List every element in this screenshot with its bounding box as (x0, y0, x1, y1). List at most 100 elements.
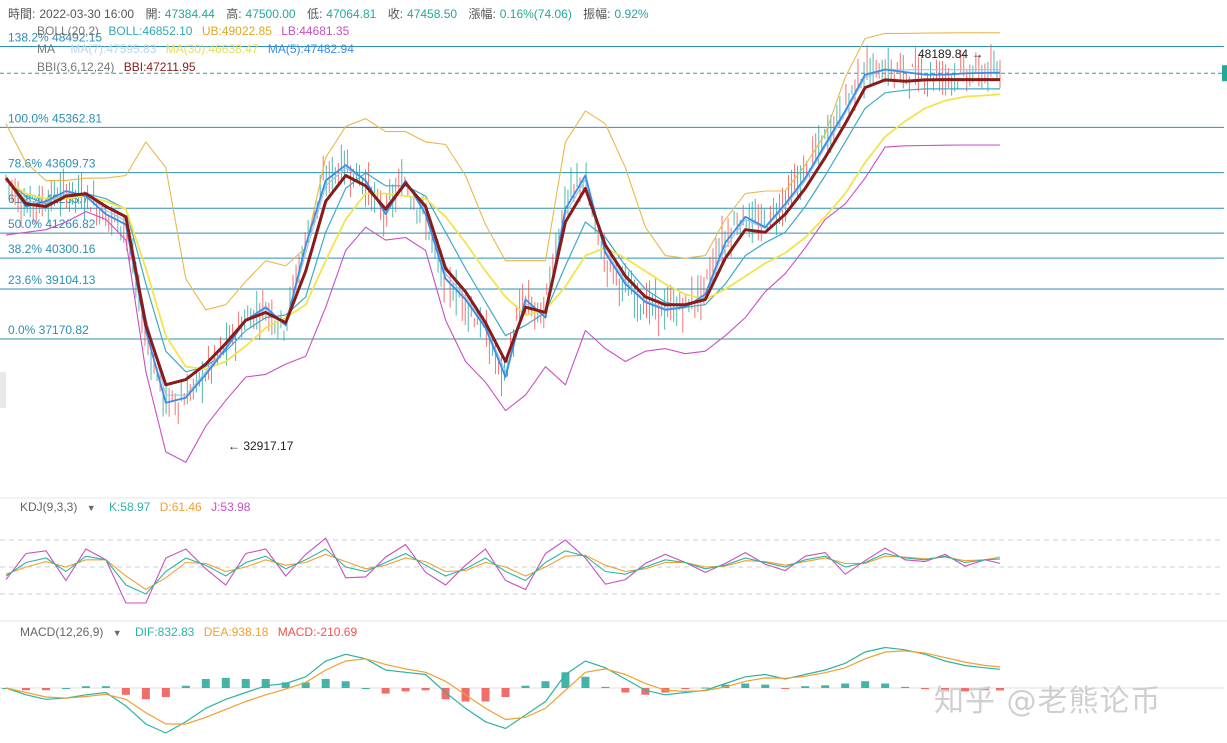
macd-histogram-bar (41, 688, 50, 691)
macd-histogram-bar (641, 688, 650, 695)
kdj-j-value: J:53.98 (211, 500, 251, 514)
macd-histogram-bar (401, 688, 410, 692)
side-collapse-tab[interactable] (0, 372, 6, 408)
macd-histogram-bar (241, 679, 250, 688)
macd-histogram-bar (481, 688, 490, 702)
macd-histogram-bar (901, 686, 910, 688)
change-label: 漲幅: (468, 7, 496, 21)
macd-histogram-bar (281, 682, 290, 688)
low-label: 低: (306, 7, 323, 21)
bbi-legend: BBI(3,6,12,24) BBI:47211.95 (37, 60, 202, 74)
series-line-ma5 (5, 68, 1001, 404)
change-value: 0.16%(74.06) (499, 7, 572, 21)
macd-histogram-bar (321, 679, 330, 688)
macd-histogram-bar (381, 688, 390, 694)
macd-histogram-bar (101, 686, 110, 688)
time-label: 時間: (8, 7, 36, 21)
kdj-d-value: D:61.46 (159, 500, 202, 514)
macd-histogram-bar (181, 685, 190, 688)
bbi-name[interactable]: BBI(3,6,12,24) (37, 60, 115, 74)
macd-histogram-bar (761, 684, 770, 688)
macd-histogram-bar (541, 681, 550, 688)
macd-histogram-bar (881, 683, 890, 688)
boll-name[interactable]: BOLL(20,2) (37, 24, 100, 38)
series-line-boll-up (5, 32, 1000, 311)
macd-histogram-bar (161, 688, 170, 697)
macd-macd-value: MACD:-210.69 (277, 625, 358, 639)
ma7-value: MA(7):47595.83 (70, 42, 157, 56)
macd-dea-value: DEA:938.18 (203, 625, 269, 639)
macd-histogram-bar (621, 688, 630, 693)
macd-histogram-bar (201, 679, 210, 688)
macd-histogram-bar (561, 672, 570, 688)
series-line-bbi (4, 78, 1000, 387)
macd-histogram-bar (861, 681, 870, 688)
ohlc-info-bar: 時間: 2022-03-30 16:00 開: 47384.44 高: 47500.0… (8, 5, 653, 22)
macd-histogram-bar (121, 688, 130, 695)
fib-label: 38.2% 40300.16 (8, 242, 96, 256)
kdj-dropdown-icon[interactable]: ▼ (86, 503, 96, 513)
macd-histogram-bar (941, 688, 950, 692)
macd-histogram-bar (501, 688, 510, 697)
ma-name[interactable]: MA (37, 42, 55, 56)
series-line-ma7 (5, 68, 1000, 396)
amp-value: 0.92% (614, 7, 649, 21)
time-value: 2022-03-30 16:00 (39, 7, 135, 21)
macd-legend: MACD(12,26,9) ▼ DIF:832.83 DEA:938.18 MA… (20, 625, 363, 639)
ma30-value: MA(30):46638.47 (165, 42, 259, 56)
macd-histogram-bar (221, 677, 230, 688)
macd-histogram-bar (21, 688, 30, 691)
open-value: 47384.44 (164, 7, 215, 21)
macd-dropdown-icon[interactable]: ▼ (112, 628, 122, 638)
macd-histogram-bar (421, 688, 430, 691)
macd-histogram-bar (61, 688, 70, 689)
boll-up-value: UB:49022.85 (201, 24, 272, 38)
macd-histogram-bar (601, 686, 610, 688)
macd-histogram-bar (996, 688, 1004, 691)
fib-label: 0.0% 37170.82 (8, 323, 89, 337)
macd-histogram-bar (261, 679, 270, 688)
macd-histogram-bar (921, 688, 930, 690)
macd-histogram-bar (781, 688, 790, 689)
macd-histogram-bar (961, 688, 970, 692)
macd-histogram-bar (141, 688, 150, 700)
kdj-legend: KDJ(9,3,3) ▼ K:58.97 D:61.46 J:53.98 (20, 500, 256, 514)
macd-histogram-bar (741, 683, 750, 688)
macd-histogram-bar (841, 683, 850, 688)
kdj-line-d (5, 553, 1001, 591)
kdj-line-j (5, 537, 1001, 604)
macd-histogram-bar (521, 685, 530, 688)
fib-label: 50.0% 41266.82 (8, 217, 96, 231)
boll-low-value: LB:44681.35 (281, 24, 350, 38)
close-value: 47458.50 (407, 7, 458, 21)
watermark: 知乎 @老熊论币 (934, 684, 1162, 719)
fib-label: 23.6% 39104.13 (8, 273, 96, 287)
series-line-ma30 (5, 93, 1001, 371)
current-price-marker (1222, 65, 1227, 82)
macd-histogram-bar (801, 686, 810, 688)
macd-name[interactable]: MACD(12,26,9) (20, 625, 104, 639)
macd-histogram-bar (81, 686, 90, 688)
macd-line-dif (5, 646, 1001, 734)
macd-histogram-bar (441, 688, 450, 700)
kdj-name[interactable]: KDJ(9,3,3) (20, 500, 78, 514)
macd-histogram-bar (341, 681, 350, 688)
macd-histogram-bar (301, 682, 310, 688)
bbi-value: BBI:47211.95 (123, 60, 196, 74)
high-annotation: 48189.84 → (918, 47, 983, 61)
macd-histogram-bar (981, 688, 990, 691)
macd-histogram-bar (821, 685, 830, 688)
amp-label: 振幅: (583, 7, 611, 21)
kdj-line-k (5, 548, 1001, 595)
low-value: 47064.81 (326, 7, 377, 21)
boll-mid-value: BOLL:46852.10 (108, 24, 193, 38)
high-value: 47500.00 (245, 7, 296, 21)
fib-label: 78.6% 43609.73 (8, 157, 96, 171)
ma-legend: MA MA(7):47595.83 MA(30):46638.47 MA(5):… (37, 42, 360, 56)
macd-histogram-bar (361, 688, 370, 689)
close-label: 收: (387, 7, 404, 21)
ma5-value: MA(5):47482.94 (267, 42, 354, 56)
low-annotation: ← 32917.17 (228, 439, 294, 453)
fib-label: 100.0% 45362.81 (8, 111, 102, 125)
